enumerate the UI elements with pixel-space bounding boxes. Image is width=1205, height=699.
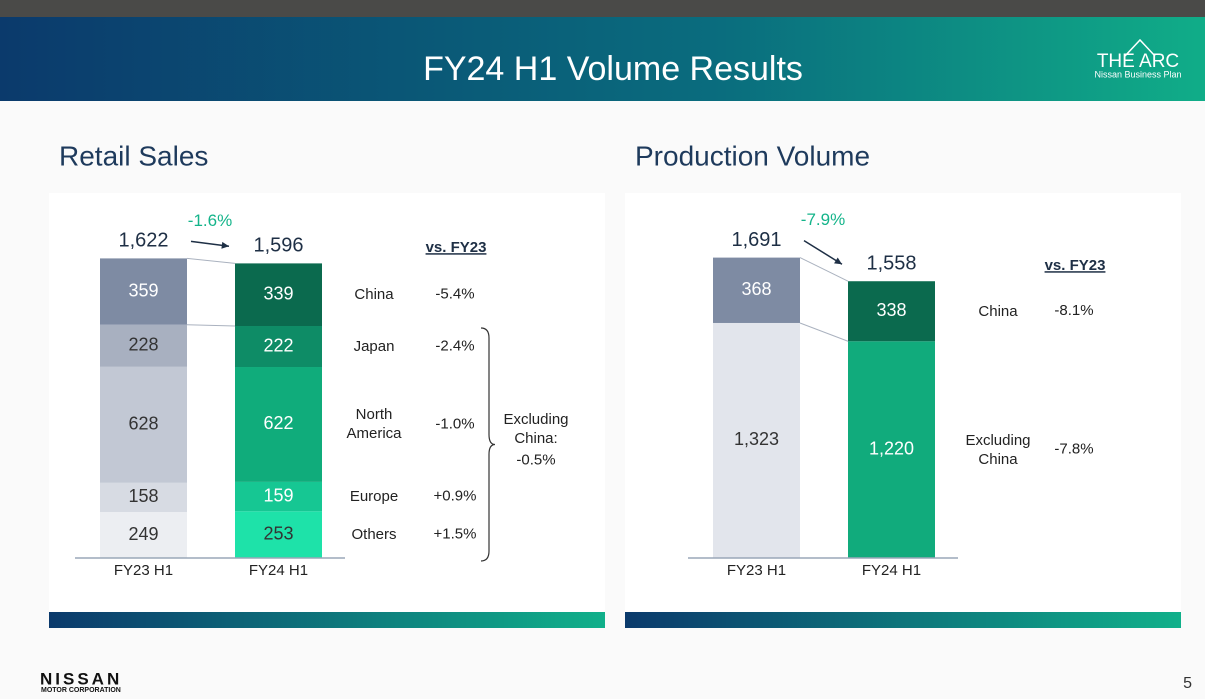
bar-segment xyxy=(848,341,935,558)
brand-subtitle: MOTOR CORPORATION xyxy=(41,687,121,694)
group-label: Excluding China: xyxy=(503,410,569,447)
segment-label: 628 xyxy=(128,414,158,434)
bar-segment xyxy=(235,481,322,512)
connector xyxy=(799,322,849,342)
bar-segment xyxy=(713,257,800,323)
change-arrow xyxy=(803,239,843,265)
series-change: +1.5% xyxy=(434,526,477,543)
x-tick-label: FY24 H1 xyxy=(862,562,921,579)
total-label: 1,622 xyxy=(118,230,168,252)
series-name-text: China xyxy=(354,286,394,304)
total-label: 1,596 xyxy=(253,234,303,256)
series-change: -7.8% xyxy=(1054,441,1093,458)
comparison-label: vs. FY23 xyxy=(426,239,487,256)
bar-segment xyxy=(100,512,187,558)
series-name-text: Others xyxy=(351,526,397,544)
group-label-text: Excluding China: xyxy=(503,410,569,447)
segment-label: 339 xyxy=(263,283,293,303)
group-bracket xyxy=(480,327,496,562)
bar-segment xyxy=(100,482,187,513)
series-change: +0.9% xyxy=(434,488,477,505)
series-name-text: Japan xyxy=(353,338,395,355)
bar-segment xyxy=(235,367,322,482)
series-name-text: North America xyxy=(346,406,402,443)
change-arrowhead xyxy=(834,257,842,265)
segment-label: 1,323 xyxy=(734,429,779,449)
panel-band xyxy=(49,612,605,628)
bar-segment xyxy=(848,281,935,342)
series-name: Excluding China xyxy=(965,431,1031,468)
x-tick-label: FY23 H1 xyxy=(727,562,786,579)
chart-title: Retail Sales xyxy=(59,140,208,171)
segment-label: 253 xyxy=(263,523,293,543)
slide-title: FY24 H1 Volume Results xyxy=(423,50,803,88)
series-change: -2.4% xyxy=(435,337,474,354)
series-name: Europe xyxy=(349,488,399,506)
segment-label: 338 xyxy=(876,300,906,320)
series-name: China xyxy=(978,302,1018,320)
chart-title: Production Volume xyxy=(635,140,870,171)
series-name: Japan xyxy=(353,338,395,355)
segment-label: 1,220 xyxy=(869,438,914,458)
bar-segment xyxy=(100,324,187,367)
panel-band xyxy=(625,612,1181,628)
total-change: -1.6% xyxy=(188,211,232,230)
connector xyxy=(186,324,236,327)
series-name-text: Europe xyxy=(349,488,399,506)
series-name: Others xyxy=(351,526,397,544)
segment-label: 368 xyxy=(741,279,771,299)
total-label: 1,558 xyxy=(866,253,916,275)
x-tick-label: FY23 H1 xyxy=(114,562,173,579)
series-name-text: Excluding China xyxy=(965,431,1031,468)
segment-label: 228 xyxy=(128,335,158,355)
bar-segment xyxy=(713,322,800,558)
series-change: -5.4% xyxy=(435,286,474,303)
series-change: -8.1% xyxy=(1054,302,1093,319)
segment-label: 222 xyxy=(263,335,293,355)
series-name: North America xyxy=(346,406,402,443)
segment-label: 159 xyxy=(263,485,293,505)
logo-mark xyxy=(1124,38,1156,57)
bar-segment xyxy=(235,326,322,368)
brand: NISSAN xyxy=(40,669,122,688)
logo-subtitle: Nissan Business Plan xyxy=(1094,69,1181,79)
page-number: 5 xyxy=(1183,675,1192,692)
series-name-text: China xyxy=(978,302,1018,320)
segment-label: 249 xyxy=(128,524,158,544)
bar-segment xyxy=(100,258,187,325)
logo: THE ARC xyxy=(1097,51,1179,72)
group-change: -0.5% xyxy=(516,451,555,468)
change-arrowhead xyxy=(221,241,229,249)
bar-segment xyxy=(235,263,322,327)
segment-label: 158 xyxy=(128,486,158,506)
header-bar xyxy=(0,17,1205,101)
bar-segment xyxy=(100,366,187,483)
total-change: -7.9% xyxy=(801,210,845,229)
x-tick-label: FY24 H1 xyxy=(249,562,308,579)
bar-segment xyxy=(235,511,322,558)
top-strip xyxy=(0,0,1205,17)
segment-label: 622 xyxy=(263,413,293,433)
comparison-label: vs. FY23 xyxy=(1045,257,1106,274)
series-name: China xyxy=(354,286,394,304)
total-label: 1,691 xyxy=(731,229,781,251)
series-change: -1.0% xyxy=(435,415,474,432)
segment-label: 359 xyxy=(128,280,158,300)
connector xyxy=(186,257,236,264)
connector xyxy=(799,257,849,282)
